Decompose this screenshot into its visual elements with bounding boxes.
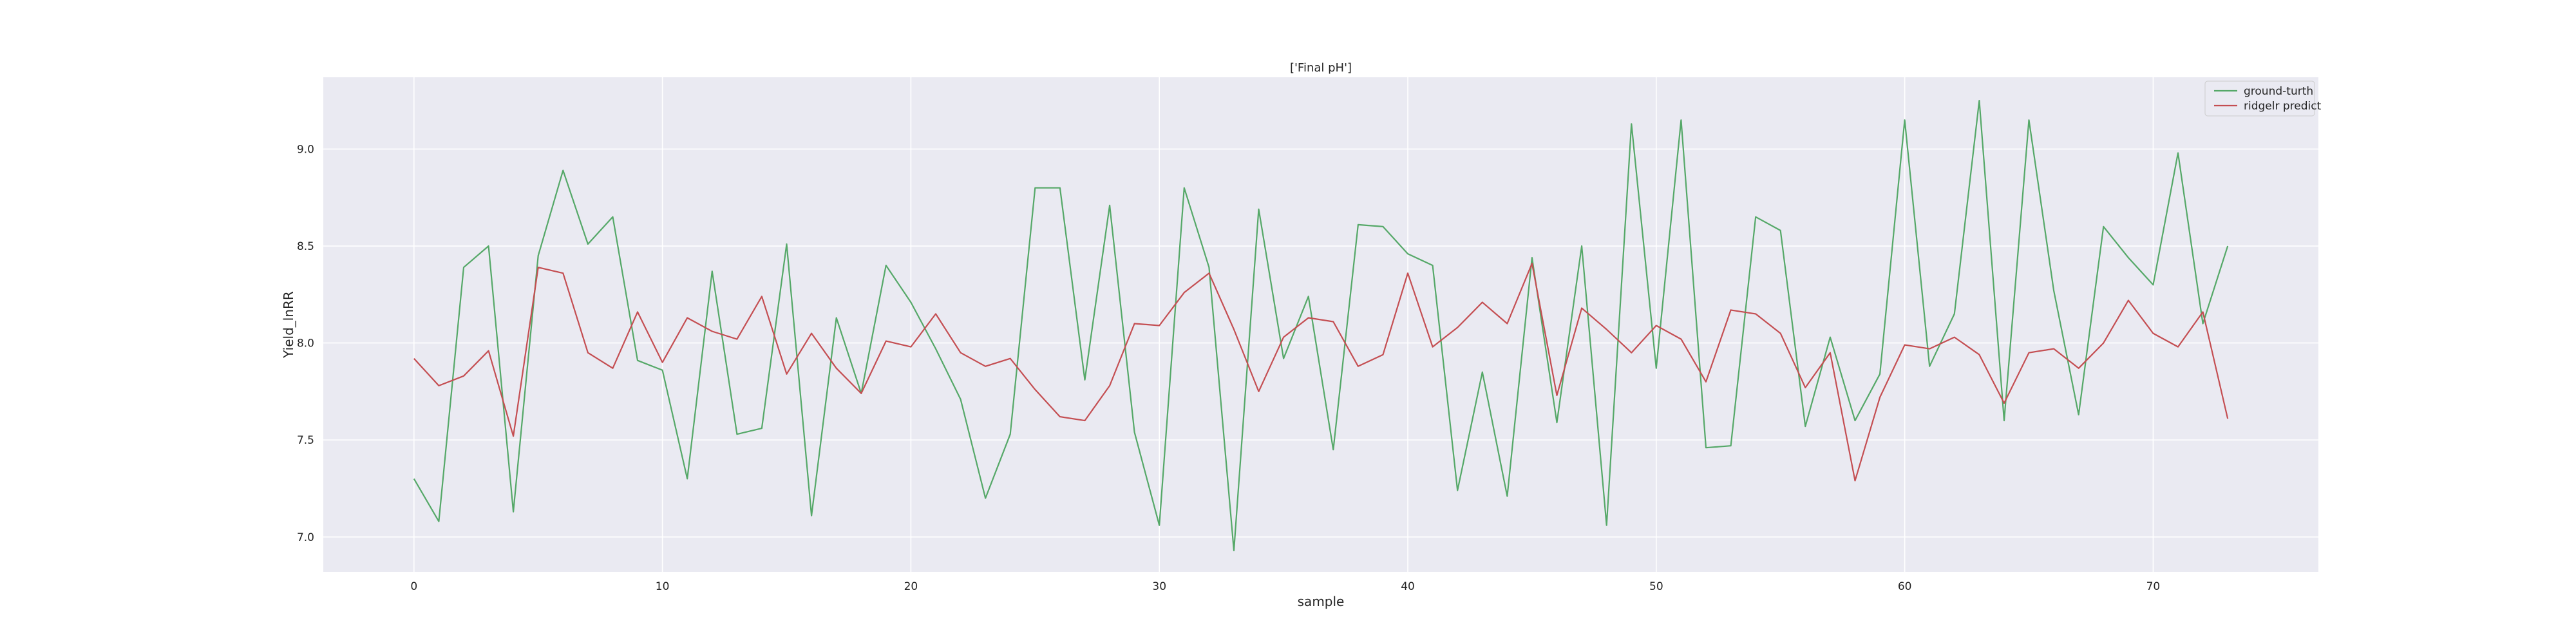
x-tick-label: 30 bbox=[1152, 580, 1166, 593]
legend-label-ridgelr-predict: ridgelr predict bbox=[2244, 100, 2322, 113]
y-tick-label: 9.0 bbox=[297, 143, 314, 156]
x-axis-label: sample bbox=[1298, 594, 1345, 609]
y-tick-label: 8.5 bbox=[297, 240, 314, 253]
x-tick-label: 0 bbox=[410, 580, 417, 593]
legend: ground-turth ridgelr predict bbox=[2204, 80, 2322, 117]
plot-background bbox=[323, 77, 2318, 572]
y-axis-label: Yield_lnRR bbox=[281, 291, 296, 359]
x-tick-label: 60 bbox=[1898, 580, 1912, 593]
x-tick-labels: 0 10 20 30 40 50 60 70 bbox=[410, 580, 2160, 593]
legend-box bbox=[2204, 80, 2315, 117]
series-line-ground-turth bbox=[413, 100, 2229, 552]
x-tick-label: 10 bbox=[656, 580, 670, 593]
chart-title: ['Final pH'] bbox=[1290, 61, 1352, 75]
y-tick-label: 7.5 bbox=[297, 434, 314, 447]
x-tick-label: 20 bbox=[904, 580, 918, 593]
x-tick-label: 50 bbox=[1649, 580, 1663, 593]
series-lines bbox=[413, 100, 2229, 552]
y-tick-label: 7.0 bbox=[297, 531, 314, 544]
grid-lines bbox=[323, 77, 2318, 572]
series-line-ridgelr-predict bbox=[413, 263, 2229, 482]
y-tick-labels: 7.0 7.5 8.0 8.5 9.0 bbox=[297, 143, 314, 544]
x-tick-label: 40 bbox=[1401, 580, 1415, 593]
x-tick-label: 70 bbox=[2146, 580, 2161, 593]
legend-label-ground-turth: ground-turth bbox=[2244, 85, 2313, 98]
y-tick-label: 8.0 bbox=[297, 337, 314, 350]
